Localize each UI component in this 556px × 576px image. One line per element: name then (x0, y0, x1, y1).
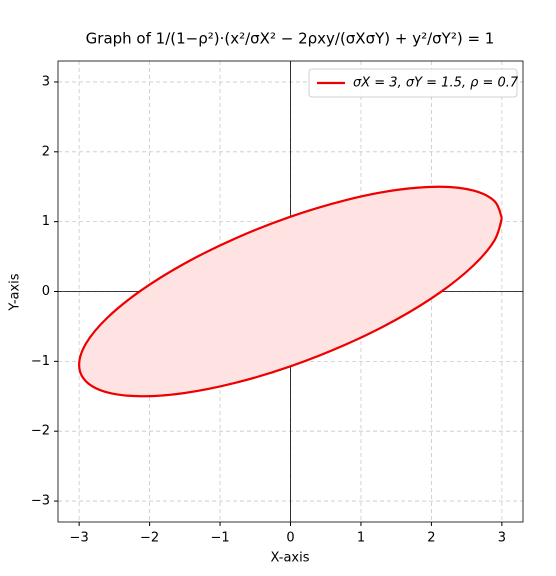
legend-box (308, 68, 518, 98)
x-axis-label: X-axis (271, 551, 310, 566)
x-tick-label: 3 (498, 531, 506, 546)
y-tick-label: −1 (31, 354, 50, 369)
plot-frame (57, 60, 524, 523)
x-tick-label: −1 (210, 531, 229, 546)
y-tick-label: 1 (42, 214, 50, 229)
y-tick-label: −2 (31, 424, 50, 439)
chart-title: Graph of 1/(1−ρ²)·(x²/σX² − 2ρxy/(σXσY) … (86, 30, 495, 48)
legend-label: σX = 3, σY = 1.5, ρ = 0.7 (353, 76, 519, 91)
x-tick-label: −3 (70, 531, 89, 546)
y-axis-label: Y-axis (8, 273, 23, 311)
y-tick-label: 2 (42, 144, 50, 159)
x-tick-label: 1 (357, 531, 365, 546)
x-tick-label: −2 (140, 531, 159, 546)
x-tick-label: 0 (286, 531, 294, 546)
y-tick-label: −3 (31, 494, 50, 509)
x-tick-label: 2 (427, 531, 435, 546)
y-tick-label: 3 (42, 74, 50, 89)
y-tick-label: 0 (42, 284, 50, 299)
ellipse-fill (79, 186, 502, 397)
ellipse-line (78, 185, 503, 398)
